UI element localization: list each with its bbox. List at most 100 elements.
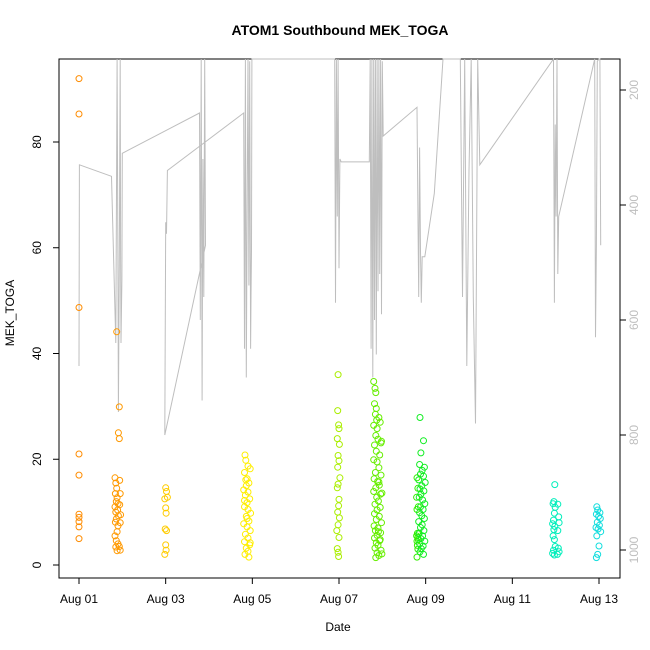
data-point — [75, 75, 83, 83]
y-tick-label: 40 — [30, 347, 44, 361]
data-point — [375, 478, 383, 486]
data-point — [372, 447, 380, 455]
series-9 — [592, 503, 605, 562]
data-point — [555, 519, 563, 527]
data-point — [116, 501, 124, 509]
data-point — [413, 553, 421, 561]
data-point — [375, 464, 383, 472]
plot-frame — [58, 58, 621, 579]
data-point — [592, 554, 600, 562]
series-8 — [549, 481, 563, 559]
data-point — [116, 476, 124, 484]
data-point — [246, 527, 254, 535]
data-point — [417, 449, 425, 457]
data-point — [334, 407, 342, 415]
series-3 — [240, 451, 255, 561]
y-tick-label: 20 — [30, 452, 44, 466]
data-point — [242, 476, 250, 484]
data-point — [116, 490, 124, 498]
data-point — [593, 532, 601, 540]
data-point — [116, 546, 124, 554]
data-point — [242, 456, 250, 464]
data-point — [116, 519, 124, 527]
data-point — [555, 513, 563, 521]
data-point — [371, 400, 378, 408]
x-tick-label: Aug 09 — [407, 592, 445, 606]
data-point — [241, 491, 249, 499]
data-point — [376, 451, 384, 459]
data-point — [370, 456, 378, 464]
right-tick-label: 600 — [627, 310, 641, 330]
data-point — [163, 493, 171, 501]
data-point — [112, 515, 120, 523]
x-tick-label: Aug 05 — [233, 592, 271, 606]
data-point — [594, 550, 602, 558]
data-point — [549, 532, 557, 540]
data-point — [550, 551, 558, 559]
data-point — [593, 503, 601, 511]
series-4 — [333, 371, 344, 560]
series-1 — [111, 328, 125, 555]
data-point — [334, 480, 342, 488]
data-point — [372, 516, 380, 523]
data-point — [117, 511, 125, 519]
data-point — [553, 550, 561, 558]
series-2 — [161, 484, 171, 558]
data-point — [371, 469, 379, 476]
data-point — [336, 474, 344, 482]
data-point — [75, 513, 83, 521]
data-point — [415, 476, 423, 484]
data-point — [334, 521, 342, 529]
data-point — [549, 500, 557, 508]
data-point — [334, 452, 342, 459]
data-point — [420, 472, 427, 480]
data-point — [420, 550, 427, 558]
data-point — [335, 425, 343, 433]
data-point — [374, 528, 382, 536]
series-5 — [370, 378, 386, 562]
x-tick-label: Aug 11 — [494, 592, 531, 606]
data-point — [592, 510, 600, 518]
data-point — [334, 463, 342, 471]
data-point — [335, 495, 343, 503]
data-point — [334, 508, 342, 516]
data-point — [113, 547, 121, 555]
data-point — [550, 536, 558, 544]
x-axis-label: Date — [325, 620, 351, 634]
data-point — [75, 110, 83, 118]
data-point — [241, 451, 249, 459]
x-tick-label: Aug 13 — [580, 592, 618, 606]
data-point — [113, 328, 121, 336]
x-axis: Aug 01 Aug 03 Aug 05 Aug 07 Aug 09 Aug 11 Aug … — [60, 578, 618, 606]
data-point — [416, 485, 424, 493]
x-tick-label: Aug 07 — [320, 592, 358, 606]
pressure-trace — [78, 57, 602, 436]
data-point — [243, 475, 251, 483]
data-point — [115, 403, 123, 411]
data-point — [376, 418, 384, 426]
data-point — [162, 509, 170, 517]
data-point — [161, 550, 169, 558]
data-point — [377, 471, 385, 479]
data-point — [335, 421, 343, 429]
series-0 — [75, 75, 83, 543]
data-point — [75, 523, 83, 531]
data-point — [376, 536, 384, 544]
data-point — [416, 540, 424, 548]
data-point — [372, 484, 380, 492]
data-point — [75, 510, 83, 518]
right-tick-label: 200 — [627, 80, 641, 100]
data-point — [333, 527, 341, 535]
y-tick-label: 0 — [30, 561, 44, 568]
data-point — [113, 528, 121, 536]
data-point — [161, 525, 169, 533]
data-point — [335, 457, 343, 465]
data-point — [75, 450, 83, 458]
data-point — [371, 441, 378, 449]
data-point — [417, 545, 425, 553]
data-point — [378, 489, 386, 497]
data-point — [373, 493, 381, 501]
data-point — [111, 532, 119, 540]
data-point — [371, 384, 379, 392]
